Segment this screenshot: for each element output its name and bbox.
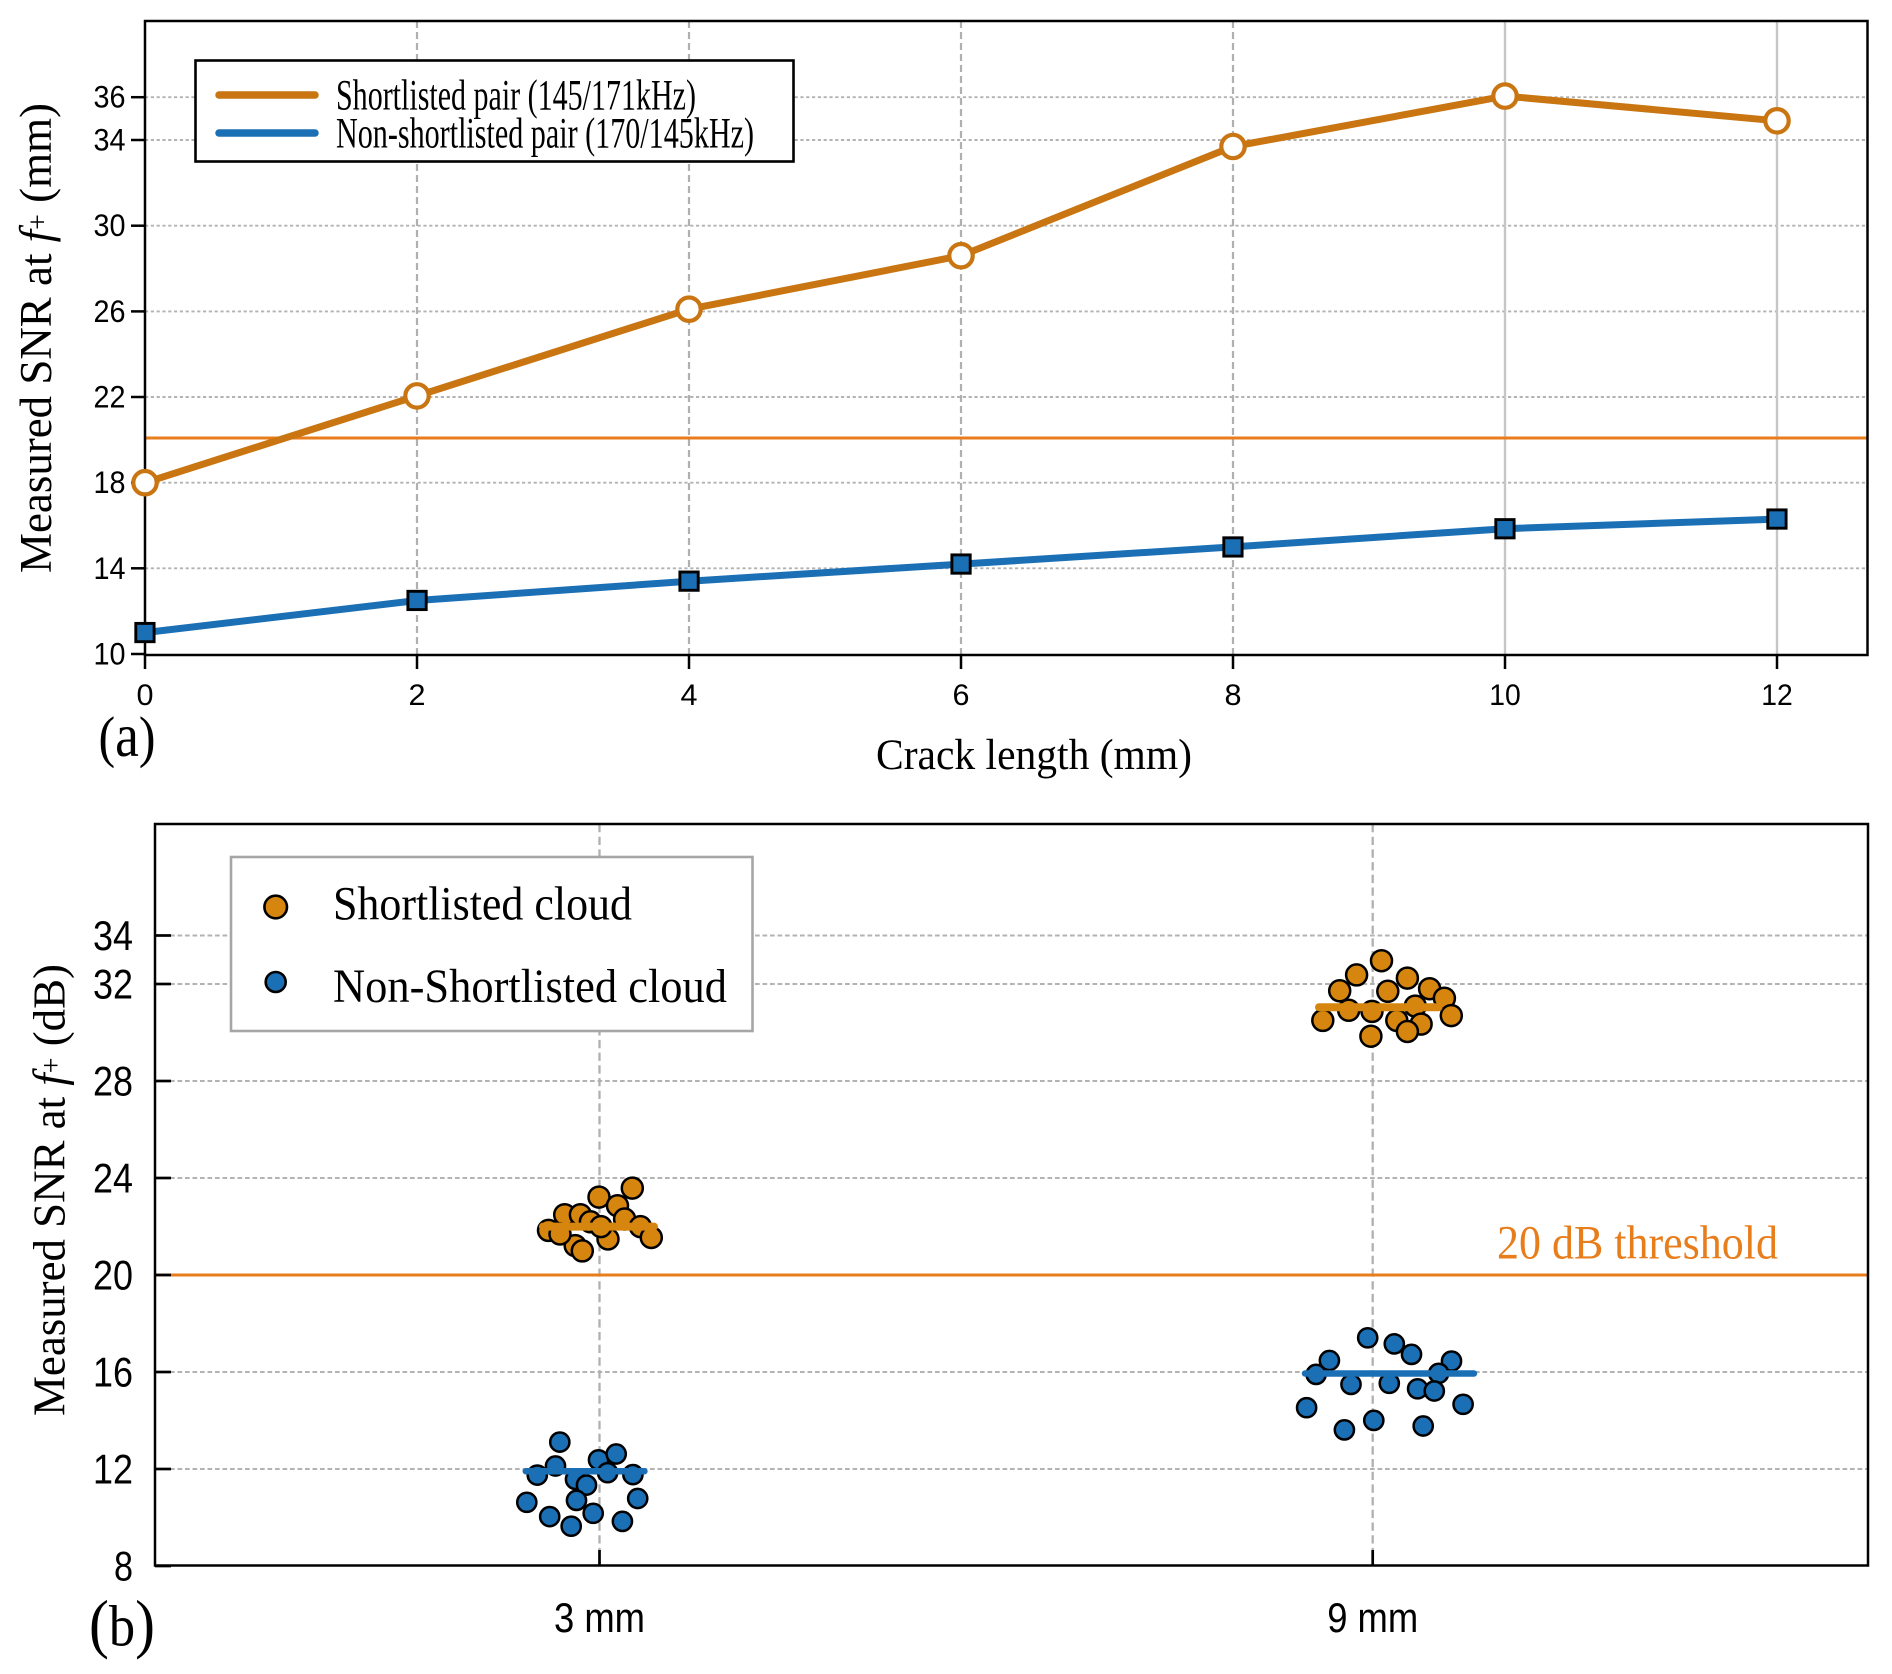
svg-text:2: 2 — [409, 679, 426, 712]
svg-text:18: 18 — [94, 464, 126, 500]
svg-text:(a): (a) — [99, 703, 156, 770]
svg-text:Crack length (mm): Crack length (mm) — [876, 732, 1192, 779]
svg-text:24: 24 — [93, 1155, 133, 1202]
svg-text:28: 28 — [93, 1058, 133, 1105]
svg-text:8: 8 — [1225, 679, 1242, 712]
svg-text:34: 34 — [94, 122, 126, 158]
svg-text:12: 12 — [1761, 679, 1793, 712]
svg-text:20: 20 — [93, 1252, 133, 1299]
svg-text:26: 26 — [94, 293, 126, 329]
svg-text:20 dB threshold: 20 dB threshold — [1497, 1217, 1778, 1270]
svg-text:30: 30 — [94, 207, 126, 243]
svg-text:3 mm: 3 mm — [554, 1594, 645, 1641]
svg-text:0: 0 — [137, 679, 154, 712]
svg-text:Shortlisted cloud: Shortlisted cloud — [333, 879, 632, 931]
svg-text:Non-shortlisted pair (170/145k: Non-shortlisted pair (170/145kHz) — [336, 110, 754, 157]
svg-text:12: 12 — [93, 1446, 133, 1493]
svg-text:32: 32 — [93, 961, 133, 1008]
svg-text:14: 14 — [94, 550, 126, 586]
svg-text:10: 10 — [94, 636, 126, 672]
svg-text:4: 4 — [681, 679, 698, 712]
svg-text:34: 34 — [93, 912, 133, 959]
svg-text:36: 36 — [94, 79, 126, 115]
svg-text:9 mm: 9 mm — [1327, 1594, 1418, 1641]
svg-text:Non-Shortlisted cloud: Non-Shortlisted cloud — [333, 961, 727, 1013]
svg-text:8: 8 — [114, 1543, 133, 1590]
svg-text:Measured SNR at f+ (mm): Measured SNR at f+ (mm) — [11, 103, 61, 573]
svg-text:Measured SNR at f+ (dB): Measured SNR at f+ (dB) — [25, 964, 75, 1416]
svg-text:16: 16 — [93, 1349, 133, 1396]
svg-text:(b): (b) — [89, 1588, 155, 1661]
svg-text:6: 6 — [953, 679, 970, 712]
svg-text:22: 22 — [94, 379, 126, 415]
svg-text:10: 10 — [1489, 679, 1521, 712]
svg-text:Shortlisted pair (145/171kHz): Shortlisted pair (145/171kHz) — [336, 72, 696, 119]
